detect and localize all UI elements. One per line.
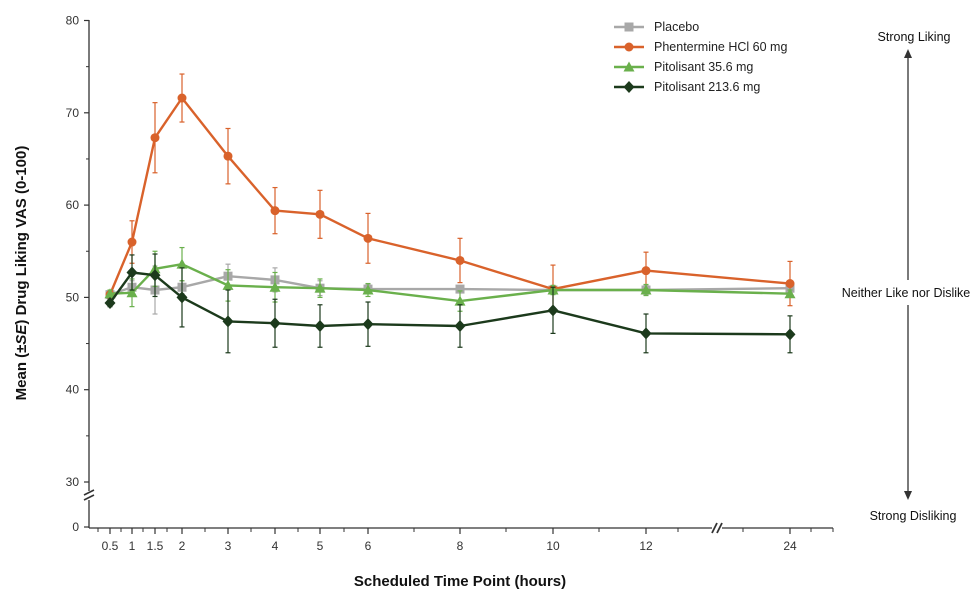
data-point bbox=[149, 269, 161, 282]
data-point bbox=[150, 133, 160, 143]
y-tick-label: 50 bbox=[66, 290, 80, 304]
legend-label: Phentermine HCl 60 mg bbox=[654, 40, 787, 54]
data-point bbox=[126, 287, 138, 298]
axes: 0 30 40 50 60 70 80 0.5 1 1.5 2 3 4 5 6 8 10 12 24 bbox=[66, 14, 834, 553]
x-tick-label: 4 bbox=[272, 539, 279, 553]
series-line bbox=[108, 96, 791, 296]
data-point bbox=[784, 328, 796, 341]
data-point bbox=[269, 317, 281, 330]
data-point bbox=[314, 320, 326, 333]
data-point bbox=[640, 284, 652, 295]
x-tick-label: 0.5 bbox=[102, 539, 119, 553]
data-point bbox=[223, 151, 233, 161]
x-tick-label: 5 bbox=[317, 539, 324, 553]
y-tick-label: 0 bbox=[72, 520, 79, 534]
y-tick-label: 30 bbox=[66, 475, 80, 489]
y-tick-label: 60 bbox=[66, 198, 80, 212]
up-arrow-head bbox=[904, 49, 912, 58]
data-point bbox=[176, 291, 188, 304]
legend-marker bbox=[623, 81, 635, 93]
legend-marker bbox=[624, 42, 634, 52]
data-point bbox=[363, 233, 373, 243]
y-tick-label: 80 bbox=[66, 14, 80, 28]
x-tick-label: 24 bbox=[783, 539, 797, 553]
series-line bbox=[109, 263, 791, 303]
y-tick-label: 40 bbox=[66, 383, 80, 397]
series-triangle bbox=[104, 246, 796, 312]
data-point bbox=[315, 209, 325, 219]
data-point bbox=[640, 327, 652, 340]
legend-marker bbox=[623, 61, 635, 72]
data-point bbox=[362, 318, 374, 331]
x-tick-label: 10 bbox=[546, 539, 560, 553]
x-tick-label: 6 bbox=[365, 539, 372, 553]
data-point bbox=[222, 279, 234, 290]
x-axis-title: Scheduled Time Point (hours) bbox=[354, 573, 566, 589]
data-point bbox=[314, 282, 326, 293]
side-label-top: Strong Liking bbox=[878, 30, 951, 44]
y-axis-break-mark bbox=[83, 489, 95, 501]
series-layer bbox=[104, 73, 796, 354]
data-point bbox=[222, 315, 234, 328]
series-diamond bbox=[104, 253, 796, 354]
data-point bbox=[176, 258, 188, 269]
y-axis-title: Mean (±SE) Drug Liking VAS (0-100) bbox=[13, 146, 30, 401]
data-point bbox=[641, 266, 651, 276]
data-point bbox=[126, 266, 138, 279]
x-tick-label: 1.5 bbox=[147, 539, 164, 553]
series-line bbox=[109, 271, 791, 336]
legend: Placebo Phentermine HCl 60 mg Pitolisant 3… bbox=[614, 20, 787, 94]
data-point bbox=[784, 288, 796, 299]
series-square bbox=[105, 263, 795, 315]
data-point bbox=[270, 206, 280, 216]
data-point bbox=[785, 279, 795, 289]
data-point bbox=[362, 284, 374, 295]
data-point bbox=[454, 320, 466, 333]
data-point bbox=[127, 237, 137, 247]
y-title-part: Mean (± bbox=[13, 345, 30, 401]
x-tick-label: 12 bbox=[639, 539, 653, 553]
x-axis-break-mark bbox=[711, 522, 723, 534]
data-point bbox=[454, 295, 466, 306]
legend-label: Placebo bbox=[654, 20, 699, 34]
y-title-part: ) Drug Liking VAS (0-100) bbox=[13, 146, 30, 325]
side-scale: Strong Liking Neither Like nor Dislike Str… bbox=[842, 30, 971, 523]
side-label-middle: Neither Like nor Dislike bbox=[842, 286, 971, 300]
data-point bbox=[104, 296, 116, 309]
legend-marker bbox=[624, 22, 634, 32]
down-arrow-head bbox=[904, 491, 912, 500]
x-tick-label: 8 bbox=[457, 539, 464, 553]
x-tick-label: 2 bbox=[179, 539, 186, 553]
x-tick-label: 3 bbox=[225, 539, 232, 553]
legend-label: Pitolisant 213.6 mg bbox=[654, 80, 760, 94]
data-point bbox=[455, 255, 465, 265]
x-tick-label: 1 bbox=[129, 539, 136, 553]
data-point bbox=[269, 281, 281, 292]
y-tick-label: 70 bbox=[66, 106, 80, 120]
data-point bbox=[547, 304, 559, 317]
data-point bbox=[455, 284, 465, 294]
legend-label: Pitolisant 35.6 mg bbox=[654, 60, 753, 74]
data-point bbox=[104, 288, 116, 299]
data-point bbox=[177, 93, 187, 103]
y-title-part: SE bbox=[13, 324, 30, 345]
side-label-bottom: Strong Disliking bbox=[870, 509, 957, 523]
